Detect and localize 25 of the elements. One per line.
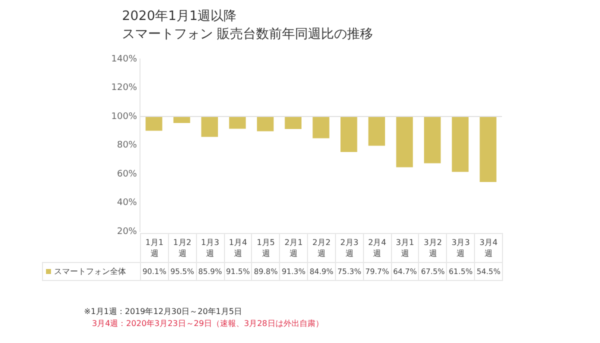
- x-tick-label: 1月5週: [252, 234, 280, 262]
- x-tick-label: 1月4週: [224, 234, 252, 262]
- text: ※1月1週：2019年12月30日～20年1月5日: [84, 306, 243, 318]
- x-tick-label: 1月1週: [140, 234, 168, 262]
- y-tick-label: 20%: [116, 226, 138, 237]
- x-tick-label: 2月3週: [335, 234, 364, 262]
- y-tick-label: 100%: [111, 112, 138, 122]
- x-tick-label: 2月1週: [280, 234, 308, 262]
- y-tick-label: 80%: [116, 140, 138, 151]
- x-tick-label: 1月3週: [196, 234, 224, 262]
- y-tick-label: 60%: [116, 169, 138, 180]
- x-tick-label: 2月4週: [363, 234, 392, 262]
- x-tick-label: 2月2週: [308, 234, 336, 262]
- x-tick-label: 3月3週: [446, 234, 475, 262]
- y-tick-label: 120%: [111, 83, 138, 94]
- text: 3月4週：2020年3月23日～29日（速報、3月28日は外出自粛）: [91, 318, 324, 330]
- x-tick-label: 1月2週: [168, 234, 196, 262]
- chart-subtitle: スマートフォン 販売台数前年同週比の推移: [122, 26, 374, 44]
- chart-title: 2020年1月1週以降: [122, 8, 238, 26]
- x-tick-label: 3月1週: [391, 234, 419, 262]
- legend-label: スマートフォン全体: [42, 262, 140, 280]
- x-tick-label: 3月4週: [474, 234, 502, 262]
- x-tick-label: 3月2週: [418, 234, 447, 262]
- y-tick-label: 40%: [116, 198, 138, 208]
- y-tick-label: 140%: [111, 54, 138, 64]
